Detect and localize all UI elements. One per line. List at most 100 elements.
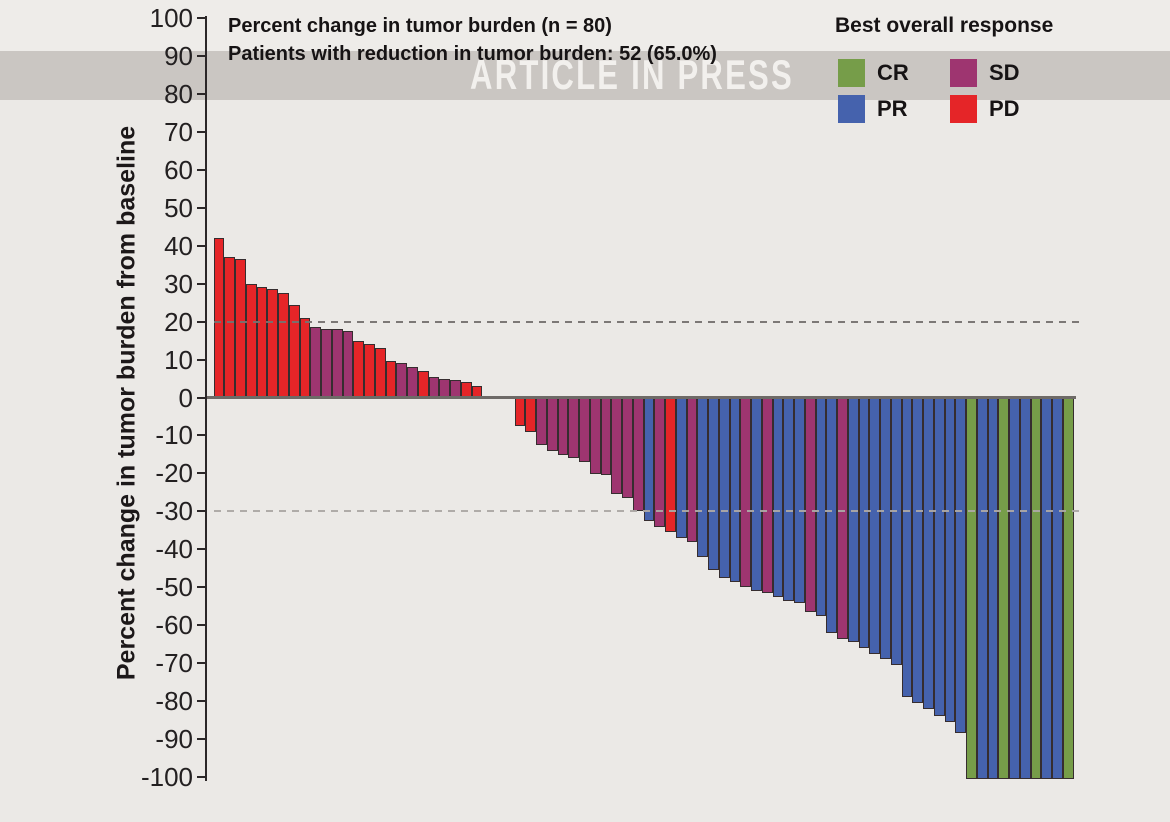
- bar-patient-33: [557, 397, 569, 455]
- bar-patient-9: [299, 317, 311, 400]
- y-axis-tick: [197, 700, 206, 703]
- bar-patient-38: [611, 397, 622, 495]
- y-axis-line: [205, 16, 207, 781]
- bar-patient-79: [1052, 397, 1063, 779]
- bar-patient-30: [525, 397, 536, 432]
- bar-patient-59: [837, 397, 848, 639]
- sd-color-swatch: [950, 59, 977, 87]
- bar-patient-14: [353, 340, 364, 400]
- bar-patient-69: [944, 397, 956, 723]
- legend: Best overall response CR SD PR PD: [835, 14, 1053, 123]
- bar-patient-66: [912, 397, 923, 704]
- bar-patient-77: [1030, 397, 1042, 779]
- bar-patient-46: [697, 397, 708, 557]
- y-tick-label: 60: [164, 154, 193, 185]
- bar-patient-19: [407, 367, 418, 400]
- bar-patient-70: [955, 397, 966, 734]
- bar-patient-49: [729, 397, 741, 582]
- bar-patient-41: [643, 397, 655, 521]
- bar-patient-13: [342, 331, 354, 400]
- y-tick-label: 100: [149, 3, 193, 33]
- bar-patient-15: [364, 344, 375, 400]
- bar-patient-56: [804, 397, 816, 613]
- y-axis-tick: [197, 206, 206, 209]
- y-axis-tick: [197, 320, 206, 323]
- bar-patient-62: [869, 397, 880, 654]
- legend-item-pd: PD: [950, 95, 1062, 123]
- bar-patient-18: [396, 363, 407, 400]
- article-in-press-watermark: ARTICLE IN PRESS: [470, 51, 794, 98]
- page-top-strip: [0, 0, 1170, 51]
- bar-patient-73: [987, 397, 999, 779]
- bar-patient-40: [632, 397, 644, 512]
- y-tick-label: 0: [178, 382, 193, 413]
- legend-item-sd: SD: [950, 59, 1062, 87]
- bar-patient-31: [536, 397, 547, 446]
- bar-patient-45: [686, 397, 698, 542]
- y-axis-tick: [197, 624, 206, 627]
- bar-patient-12: [331, 329, 343, 400]
- bar-patient-71: [966, 397, 977, 779]
- y-axis-tick: [197, 434, 206, 437]
- y-axis-tick: [197, 168, 206, 171]
- bar-patient-7: [278, 293, 289, 400]
- bar-patient-78: [1041, 397, 1052, 779]
- y-axis-tick: [197, 662, 206, 665]
- bar-patient-6: [267, 289, 278, 400]
- y-axis-tick: [197, 586, 206, 589]
- y-tick-label: -80: [155, 686, 193, 717]
- y-tick-label: 30: [164, 268, 193, 299]
- bar-patient-48: [718, 397, 730, 578]
- y-tick-label: -20: [155, 458, 193, 489]
- legend-label-cr: CR: [877, 60, 909, 85]
- y-tick-label: -100: [140, 762, 193, 792]
- bar-patient-76: [1019, 397, 1031, 779]
- zero-baseline: [205, 396, 1076, 399]
- y-axis-tick: [197, 54, 206, 57]
- bar-patient-34: [568, 397, 579, 459]
- legend-grid: CR SD PR PD: [838, 55, 1062, 127]
- bar-patient-44: [675, 397, 687, 539]
- y-axis-tick: [197, 548, 206, 551]
- bar-patient-80: [1062, 397, 1074, 779]
- y-axis-tick: [197, 17, 206, 19]
- y-tick-label: 80: [164, 78, 193, 109]
- y-tick-label: 90: [164, 40, 193, 71]
- bar-patient-3: [235, 258, 246, 400]
- legend-label-pr: PR: [877, 96, 908, 121]
- bar-patient-5: [256, 287, 268, 400]
- chart-title-line2: Patients with reduction in tumor burden:…: [228, 43, 717, 65]
- y-tick-label: -10: [155, 420, 193, 451]
- bar-patient-64: [890, 397, 902, 666]
- bar-patient-37: [600, 397, 612, 476]
- y-axis-tick: [197, 130, 206, 133]
- bar-patient-61: [858, 397, 870, 649]
- y-axis-tick: [197, 738, 206, 741]
- y-tick-label: -30: [155, 496, 193, 527]
- bar-patient-67: [923, 397, 934, 709]
- bar-patient-32: [546, 397, 558, 451]
- y-axis-tick: [197, 92, 206, 95]
- bar-patient-55: [794, 397, 805, 603]
- reference-line--30: [213, 510, 1082, 513]
- bar-patient-10: [310, 327, 321, 400]
- y-tick-label: 50: [164, 192, 193, 223]
- bar-patient-35: [579, 397, 590, 463]
- y-tick-label: -50: [155, 572, 193, 603]
- legend-item-cr: CR: [838, 59, 950, 87]
- bar-patient-63: [880, 397, 891, 660]
- bar-patient-52: [761, 397, 773, 594]
- bar-patient-51: [751, 397, 762, 592]
- bar-patient-53: [772, 397, 784, 597]
- y-axis-tick: [197, 776, 206, 778]
- legend-label-sd: SD: [989, 60, 1020, 85]
- bar-patient-60: [847, 397, 859, 643]
- pd-color-swatch: [950, 95, 977, 123]
- legend-label-pd: PD: [989, 96, 1020, 121]
- bar-patient-50: [740, 397, 751, 588]
- y-axis-tick: [197, 472, 206, 475]
- y-tick-label: 20: [164, 306, 193, 337]
- legend-item-pr: PR: [838, 95, 950, 123]
